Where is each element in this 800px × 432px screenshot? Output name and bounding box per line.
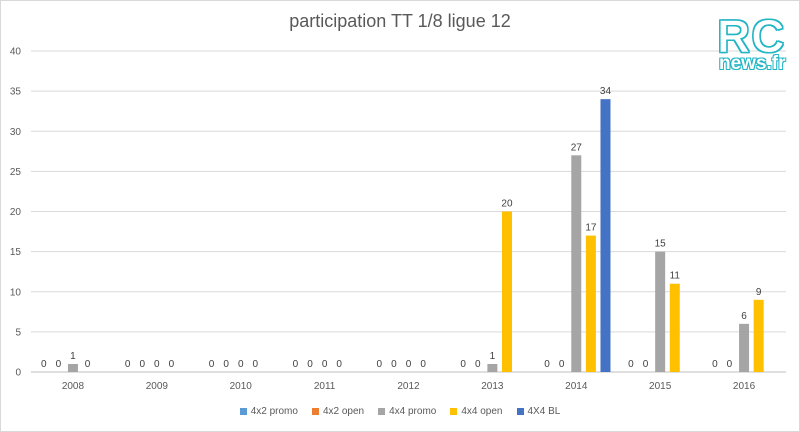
y-tick-label: 25 bbox=[10, 167, 22, 178]
chart-title: participation TT 1/8 ligue 12 bbox=[289, 11, 511, 31]
data-label: 1 bbox=[490, 351, 496, 362]
bar bbox=[753, 299, 764, 372]
legend-label: 4x2 promo bbox=[250, 406, 298, 417]
x-tick-label: 2008 bbox=[62, 381, 85, 392]
data-label: 0 bbox=[544, 359, 550, 370]
x-tick-label: 2009 bbox=[146, 381, 169, 392]
legend-swatch bbox=[516, 408, 524, 415]
data-label: 0 bbox=[238, 359, 244, 370]
rcnews-logo: RC news.fr bbox=[713, 10, 791, 81]
data-label: 0 bbox=[56, 359, 62, 370]
x-tick-label: 2012 bbox=[397, 381, 420, 392]
data-label: 0 bbox=[154, 359, 160, 370]
data-label: 1 bbox=[70, 351, 76, 362]
legend-item: 4x4 promo bbox=[378, 406, 436, 417]
data-label: 0 bbox=[336, 359, 342, 370]
bar bbox=[669, 283, 680, 372]
data-label: 17 bbox=[585, 223, 597, 234]
data-label: 20 bbox=[501, 199, 513, 210]
data-label: 34 bbox=[600, 86, 612, 97]
data-label: 0 bbox=[125, 359, 131, 370]
legend-swatch bbox=[311, 408, 319, 415]
y-tick-label: 30 bbox=[10, 127, 22, 138]
x-tick-label: 2013 bbox=[481, 381, 504, 392]
logo-news-text: news.fr bbox=[719, 53, 786, 74]
data-label: 0 bbox=[712, 359, 718, 370]
bar bbox=[67, 363, 78, 372]
x-tick-label: 2011 bbox=[314, 381, 336, 392]
legend-swatch bbox=[239, 408, 247, 415]
data-label: 0 bbox=[139, 359, 145, 370]
bar bbox=[739, 323, 750, 372]
x-tick-label: 2015 bbox=[649, 381, 672, 392]
x-tick-label: 2016 bbox=[733, 381, 756, 392]
bar bbox=[655, 251, 666, 372]
data-label: 0 bbox=[643, 359, 649, 370]
data-label: 0 bbox=[41, 359, 47, 370]
logo-rc-text: RC bbox=[716, 10, 786, 63]
bar bbox=[571, 155, 582, 372]
data-label: 0 bbox=[406, 359, 412, 370]
y-tick-label: 20 bbox=[10, 207, 22, 218]
legend-label: 4X4 BL bbox=[527, 406, 561, 417]
data-label: 9 bbox=[756, 287, 762, 298]
data-label: 0 bbox=[460, 359, 466, 370]
data-label: 6 bbox=[741, 311, 747, 322]
chart-legend: 4x2 promo 4x2 open 4x4 promo 4x4 open 4X4 BL bbox=[1, 406, 799, 417]
data-label: 0 bbox=[628, 359, 634, 370]
data-label: 0 bbox=[322, 359, 328, 370]
x-tick-label: 2010 bbox=[230, 381, 253, 392]
data-label: 0 bbox=[293, 359, 299, 370]
legend-item: 4x2 open bbox=[311, 406, 365, 417]
data-label: 0 bbox=[475, 359, 481, 370]
y-tick-label: 0 bbox=[15, 368, 21, 379]
data-label: 0 bbox=[727, 359, 733, 370]
legend-label: 4x4 open bbox=[461, 406, 503, 417]
data-label: 0 bbox=[223, 359, 229, 370]
y-tick-label: 10 bbox=[10, 287, 22, 298]
y-tick-label: 5 bbox=[15, 327, 21, 338]
data-label: 0 bbox=[391, 359, 397, 370]
bar bbox=[585, 235, 596, 372]
legend-label: 4x4 promo bbox=[389, 406, 437, 417]
data-label: 15 bbox=[655, 239, 667, 250]
data-label: 0 bbox=[253, 359, 259, 370]
data-label: 0 bbox=[307, 359, 313, 370]
x-tick-label: 2014 bbox=[565, 381, 588, 392]
legend-item: 4x4 open bbox=[450, 406, 503, 417]
data-label: 0 bbox=[377, 359, 383, 370]
data-label: 0 bbox=[420, 359, 426, 370]
data-label: 27 bbox=[571, 142, 583, 153]
legend-item: 4X4 BL bbox=[516, 406, 561, 417]
data-label: 0 bbox=[559, 359, 565, 370]
y-tick-label: 35 bbox=[10, 87, 22, 98]
legend-label: 4x2 open bbox=[322, 406, 365, 417]
data-label: 0 bbox=[169, 359, 175, 370]
bar bbox=[600, 99, 611, 373]
legend-item: 4x2 promo bbox=[239, 406, 298, 417]
bar bbox=[501, 211, 512, 372]
y-tick-label: 15 bbox=[10, 247, 22, 258]
data-label: 11 bbox=[670, 271, 681, 282]
data-label: 0 bbox=[209, 359, 215, 370]
bar bbox=[487, 363, 498, 372]
y-tick-label: 40 bbox=[10, 47, 22, 58]
legend-swatch bbox=[450, 408, 458, 415]
legend-swatch bbox=[378, 408, 386, 415]
data-label: 0 bbox=[85, 359, 91, 370]
